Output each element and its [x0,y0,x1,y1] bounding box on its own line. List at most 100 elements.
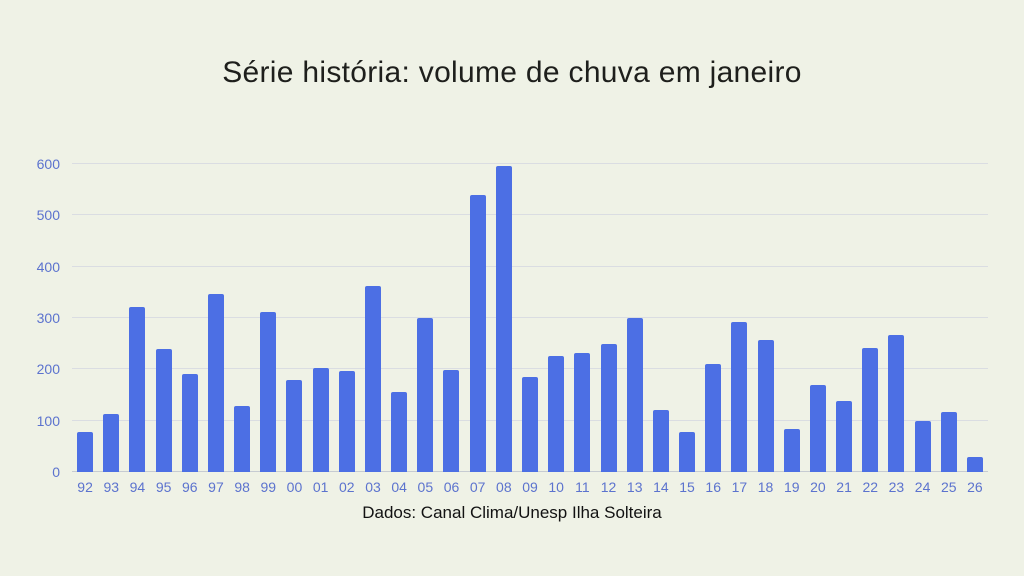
gridline [72,265,988,267]
bar [443,370,460,472]
bar [888,334,905,472]
bar [574,352,591,472]
bar-slot [72,164,98,472]
y-axis-tick-label: 500 [36,207,60,224]
bar-slot [334,164,360,472]
bar [679,432,696,472]
bar-slot [726,164,752,472]
bar [286,379,303,472]
bar [312,368,329,472]
x-axis-tick-label: 21 [836,479,852,495]
y-axis-tick-label: 400 [36,258,60,275]
gridline [72,163,988,164]
x-axis-tick-label: 02 [339,479,355,495]
bar-slot [569,164,595,472]
x-axis-tick-label: 05 [417,479,434,495]
bar [181,374,198,472]
bar [234,406,251,472]
bar [207,294,224,472]
x-axis-tick-label: 00 [286,479,303,495]
bar [652,410,669,472]
bar [809,384,826,472]
x-axis-tick-label: 13 [626,479,643,495]
bar-slot [412,164,438,472]
x-axis-tick-label: 18 [757,479,774,495]
bar [914,421,931,472]
bar-slot [229,164,255,472]
bar [731,322,748,472]
x-axis-tick-label: 08 [496,479,512,495]
x-axis-tick-label: 11 [575,479,590,495]
bar [417,318,434,472]
bar [495,166,512,472]
bar [966,456,983,472]
bar-slot [308,164,334,472]
y-axis-tick-label: 200 [36,361,60,378]
bar-slot [386,164,412,472]
bar [260,311,277,472]
bar-slot [779,164,805,472]
x-axis-tick-label: 03 [365,479,381,495]
bar [626,318,643,472]
bar [862,348,879,472]
bar [129,306,146,472]
bar-slot [98,164,124,472]
bar-slot [700,164,726,472]
x-axis-tick-label: 17 [731,479,748,495]
bar-series [72,164,988,472]
bar [338,371,355,472]
x-axis-tick-label: 20 [810,479,826,495]
x-axis-tick-label: 95 [155,479,172,495]
bar-slot [936,164,962,472]
x-axis-tick-label: 19 [783,479,800,495]
x-axis-tick-label: 24 [914,479,931,495]
bar-slot [674,164,700,472]
bar-slot [857,164,883,472]
y-axis-tick-label: 600 [36,156,60,172]
bar-slot [648,164,674,472]
gridline [72,368,988,370]
bar [364,286,381,472]
bar-slot [465,164,491,472]
bar-slot [177,164,203,472]
bar [522,376,538,472]
x-axis-tick-label: 01 [312,479,329,495]
bar [836,400,853,472]
x-axis-tick-label: 07 [469,479,486,495]
bar-slot [281,164,307,472]
gridline [72,214,988,216]
data-source-caption: Dados: Canal Clima/Unesp Ilha Solteira [362,503,662,522]
x-axis-tick-label: 92 [77,479,93,495]
bar [155,348,172,472]
x-axis-tick-label: 06 [443,479,460,495]
x-axis-tick-label: 94 [129,479,146,495]
x-axis-tick-label: 12 [600,479,617,495]
x-axis-tick-label: 15 [679,479,695,495]
bar-slot [752,164,778,472]
y-axis-tick-label: 300 [36,310,60,326]
bar-slot [805,164,831,472]
bar-slot [883,164,909,472]
x-axis-tick-label: 26 [967,479,983,495]
bar-slot [831,164,857,472]
x-axis-tick-label: 23 [888,479,905,495]
x-axis-tick-label: 04 [391,479,407,495]
x-axis-labels: 92 93 94 95 96 97 98 99 00 01 02 03 04 05 06 07 08 09 10 11… [72,479,988,495]
x-axis-tick-label: 10 [548,479,564,495]
bar-slot [203,164,229,472]
bar [783,429,800,472]
bar [103,414,120,472]
bar-slot [438,164,464,472]
bar-slot [622,164,648,472]
x-axis-tick-label: 99 [260,479,277,495]
x-axis-tick-label: 25 [940,479,957,495]
y-axis-tick-label: 100 [36,412,60,429]
bar [600,343,617,472]
bar [469,194,486,472]
bar [391,391,408,472]
bar [705,364,722,472]
bar-chart: 0 100 200 300 400 500 600 92 93 94 95 96 97 98 99 00 01… [37,156,988,495]
bar-slot [962,164,988,472]
bar [940,411,957,472]
